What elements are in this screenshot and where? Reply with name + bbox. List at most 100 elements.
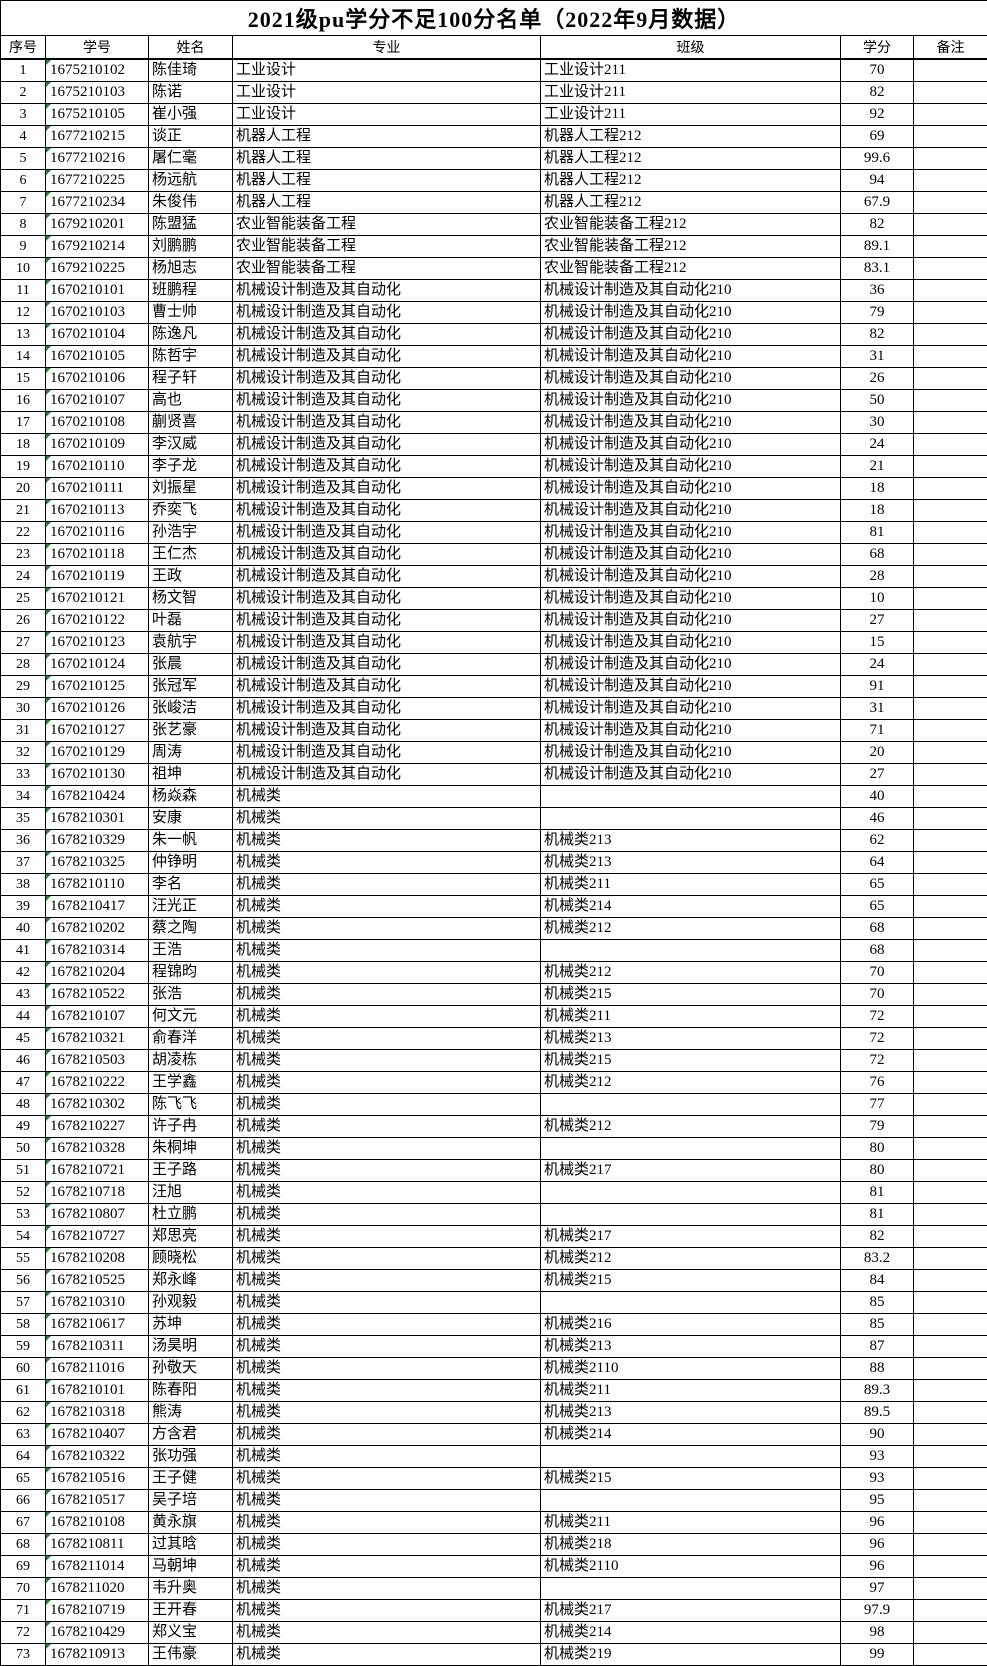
- cell-name[interactable]: 马朝坤: [149, 1556, 233, 1578]
- cell-remark[interactable]: [914, 302, 987, 324]
- cell-remark[interactable]: [914, 1380, 987, 1402]
- cell-student-id[interactable]: 1670210110: [46, 456, 149, 478]
- cell-student-id[interactable]: 1670210104: [46, 324, 149, 346]
- cell-credits[interactable]: 82: [841, 324, 914, 346]
- cell-credits[interactable]: 36: [841, 280, 914, 302]
- cell-credits[interactable]: 71: [841, 720, 914, 742]
- cell-name[interactable]: 方含君: [149, 1424, 233, 1446]
- cell-remark[interactable]: [914, 786, 987, 808]
- cell-index[interactable]: 60: [1, 1358, 46, 1380]
- cell-credits[interactable]: 76: [841, 1072, 914, 1094]
- cell-name[interactable]: 杨文智: [149, 588, 233, 610]
- cell-major[interactable]: 机械设计制造及其自动化: [233, 588, 541, 610]
- cell-student-id[interactable]: 1678210227: [46, 1116, 149, 1138]
- cell-major[interactable]: 机械类: [233, 1160, 541, 1182]
- cell-name[interactable]: 蒯贤喜: [149, 412, 233, 434]
- cell-student-id[interactable]: 1678210208: [46, 1248, 149, 1270]
- cell-index[interactable]: 20: [1, 478, 46, 500]
- cell-class[interactable]: 机械设计制造及其自动化210: [541, 368, 841, 390]
- cell-class[interactable]: 机械类215: [541, 1270, 841, 1292]
- cell-name[interactable]: 仲铮明: [149, 852, 233, 874]
- cell-class[interactable]: 机械类212: [541, 918, 841, 940]
- cell-student-id[interactable]: 1670210116: [46, 522, 149, 544]
- cell-name[interactable]: 胡凌栋: [149, 1050, 233, 1072]
- cell-credits[interactable]: 80: [841, 1160, 914, 1182]
- cell-index[interactable]: 40: [1, 918, 46, 940]
- cell-student-id[interactable]: 1670210105: [46, 346, 149, 368]
- cell-remark[interactable]: [914, 1490, 987, 1512]
- cell-class[interactable]: 机械类214: [541, 896, 841, 918]
- cell-student-id[interactable]: 1678210101: [46, 1380, 149, 1402]
- cell-class[interactable]: 机械类2110: [541, 1358, 841, 1380]
- cell-name[interactable]: 汪光正: [149, 896, 233, 918]
- cell-index[interactable]: 34: [1, 786, 46, 808]
- cell-credits[interactable]: 84: [841, 1270, 914, 1292]
- cell-student-id[interactable]: 1678211020: [46, 1578, 149, 1600]
- cell-class[interactable]: [541, 1292, 841, 1314]
- cell-index[interactable]: 12: [1, 302, 46, 324]
- cell-student-id[interactable]: 1670210109: [46, 434, 149, 456]
- cell-index[interactable]: 61: [1, 1380, 46, 1402]
- cell-index[interactable]: 62: [1, 1402, 46, 1424]
- cell-remark[interactable]: [914, 1204, 987, 1226]
- cell-name[interactable]: 曹士帅: [149, 302, 233, 324]
- cell-remark[interactable]: [914, 59, 987, 82]
- cell-major[interactable]: 机械设计制造及其自动化: [233, 302, 541, 324]
- cell-remark[interactable]: [914, 148, 987, 170]
- cell-credits[interactable]: 89.5: [841, 1402, 914, 1424]
- cell-remark[interactable]: [914, 1028, 987, 1050]
- cell-credits[interactable]: 88: [841, 1358, 914, 1380]
- cell-name[interactable]: 郑义宝: [149, 1622, 233, 1644]
- cell-name[interactable]: 顾晓松: [149, 1248, 233, 1270]
- cell-index[interactable]: 48: [1, 1094, 46, 1116]
- cell-class[interactable]: [541, 940, 841, 962]
- cell-remark[interactable]: [914, 1534, 987, 1556]
- cell-name[interactable]: 王开春: [149, 1600, 233, 1622]
- cell-student-id[interactable]: 1678210107: [46, 1006, 149, 1028]
- cell-name[interactable]: 李名: [149, 874, 233, 896]
- cell-student-id[interactable]: 1678210329: [46, 830, 149, 852]
- cell-class[interactable]: 机械设计制造及其自动化210: [541, 324, 841, 346]
- cell-name[interactable]: 周涛: [149, 742, 233, 764]
- cell-class[interactable]: 机械类214: [541, 1622, 841, 1644]
- cell-class[interactable]: 机械类212: [541, 962, 841, 984]
- cell-student-id[interactable]: 1679210201: [46, 214, 149, 236]
- cell-remark[interactable]: [914, 1050, 987, 1072]
- cell-major[interactable]: 机械类: [233, 1380, 541, 1402]
- cell-index[interactable]: 14: [1, 346, 46, 368]
- cell-class[interactable]: [541, 1490, 841, 1512]
- cell-major[interactable]: 机械类: [233, 1358, 541, 1380]
- cell-name[interactable]: 陈盟猛: [149, 214, 233, 236]
- cell-class[interactable]: 机械设计制造及其自动化210: [541, 698, 841, 720]
- cell-class[interactable]: 机械类215: [541, 984, 841, 1006]
- cell-name[interactable]: 袁航宇: [149, 632, 233, 654]
- cell-student-id[interactable]: 1678210718: [46, 1182, 149, 1204]
- cell-credits[interactable]: 72: [841, 1006, 914, 1028]
- cell-credits[interactable]: 27: [841, 764, 914, 786]
- cell-index[interactable]: 32: [1, 742, 46, 764]
- cell-index[interactable]: 52: [1, 1182, 46, 1204]
- cell-class[interactable]: 机器人工程212: [541, 148, 841, 170]
- cell-class[interactable]: 机械设计制造及其自动化210: [541, 456, 841, 478]
- cell-remark[interactable]: [914, 742, 987, 764]
- cell-remark[interactable]: [914, 1116, 987, 1138]
- cell-remark[interactable]: [914, 1446, 987, 1468]
- cell-index[interactable]: 18: [1, 434, 46, 456]
- cell-major[interactable]: 工业设计: [233, 59, 541, 82]
- cell-name[interactable]: 汪旭: [149, 1182, 233, 1204]
- cell-student-id[interactable]: 1678210314: [46, 940, 149, 962]
- cell-index[interactable]: 59: [1, 1336, 46, 1358]
- cell-student-id[interactable]: 1678210325: [46, 852, 149, 874]
- cell-index[interactable]: 24: [1, 566, 46, 588]
- cell-major[interactable]: 机械类: [233, 1534, 541, 1556]
- cell-index[interactable]: 7: [1, 192, 46, 214]
- cell-class[interactable]: 机器人工程212: [541, 126, 841, 148]
- cell-index[interactable]: 70: [1, 1578, 46, 1600]
- cell-student-id[interactable]: 1670210101: [46, 280, 149, 302]
- cell-remark[interactable]: [914, 874, 987, 896]
- cell-remark[interactable]: [914, 698, 987, 720]
- cell-student-id[interactable]: 1678210202: [46, 918, 149, 940]
- cell-remark[interactable]: [914, 1622, 987, 1644]
- cell-remark[interactable]: [914, 1600, 987, 1622]
- cell-index[interactable]: 69: [1, 1556, 46, 1578]
